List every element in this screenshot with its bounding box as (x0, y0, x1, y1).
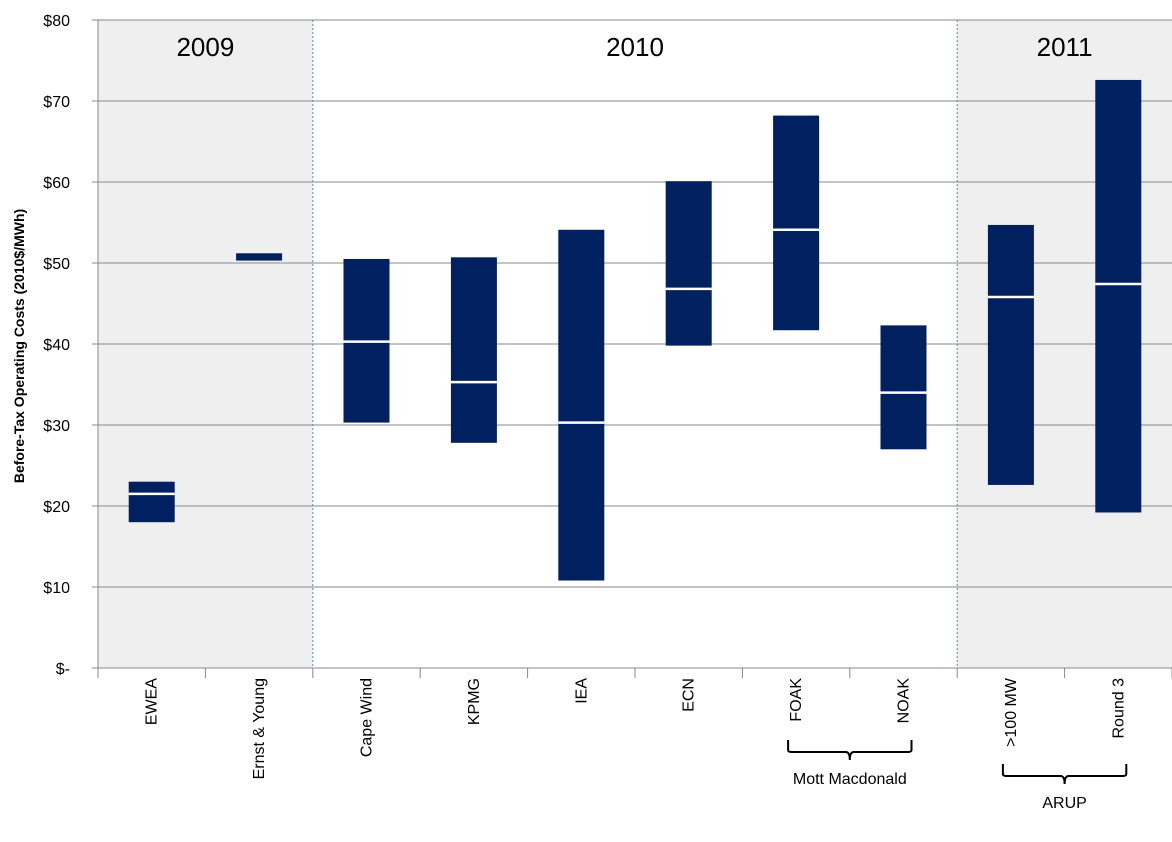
x-tick-label-4: IEA (573, 678, 590, 704)
range-bar-0 (128, 481, 175, 523)
bracket-label-1: ARUP (1042, 795, 1086, 812)
bracket-1 (1001, 764, 1128, 785)
range-bar-3 (450, 257, 497, 443)
x-tick-label-0: EWEA (144, 678, 161, 725)
y-axis-label: Before-Tax Operating Costs (2010$/MWh) (11, 209, 27, 483)
year-label-2011: 2011 (1037, 32, 1093, 62)
y-tick-label-8: $80 (43, 13, 70, 30)
year-label-2009: 2009 (176, 32, 234, 62)
axes (92, 19, 1172, 678)
range-bar-4 (558, 229, 605, 581)
range-bar-6 (773, 115, 820, 331)
year-label-2010: 2010 (606, 32, 664, 62)
x-tick-label-7: NOAK (896, 678, 913, 724)
group-brackets: Mott Macdonald ARUP (787, 740, 1128, 812)
range-bar-5 (665, 181, 712, 346)
x-tick-label-9: Round 3 (1110, 678, 1127, 739)
y-tick-labels: $- $10 $20 $30 $40 $50 $60 $70 $80 (43, 13, 70, 678)
y-tick-label-0: $- (56, 661, 70, 678)
y-tick-label-4: $40 (43, 337, 70, 354)
x-tick-label-2: Cape Wind (359, 678, 376, 757)
x-tick-label-3: KPMG (466, 678, 483, 725)
bracket-0 (787, 740, 913, 761)
x-tick-labels: EWEA Ernst & Young Cape Wind KPMG IEA ECN FOAK… (144, 677, 1128, 779)
x-tick-label-8: >100 MW (1003, 677, 1020, 747)
y-tick-label-2: $20 (43, 499, 70, 516)
y-tick-label-6: $60 (43, 175, 70, 192)
range-bar-1 (236, 253, 283, 261)
y-tick-label-5: $50 (43, 256, 70, 273)
year-dividers (312, 20, 958, 668)
y-tick-label-7: $70 (43, 94, 70, 111)
range-bar-9 (1095, 79, 1142, 513)
bracket-label-0: Mott Macdonald (793, 771, 907, 788)
y-tick-label-1: $10 (43, 580, 70, 597)
range-bar-7 (880, 325, 927, 450)
year-labels: 2009 2010 2011 (176, 32, 1092, 62)
range-bar-8 (987, 224, 1034, 485)
x-tick-label-5: ECN (681, 678, 698, 712)
y-tick-label-3: $30 (43, 418, 70, 435)
x-tick-label-6: FOAK (788, 678, 805, 722)
range-bars (128, 79, 1142, 581)
x-tick-label-1: Ernst & Young (251, 678, 268, 779)
